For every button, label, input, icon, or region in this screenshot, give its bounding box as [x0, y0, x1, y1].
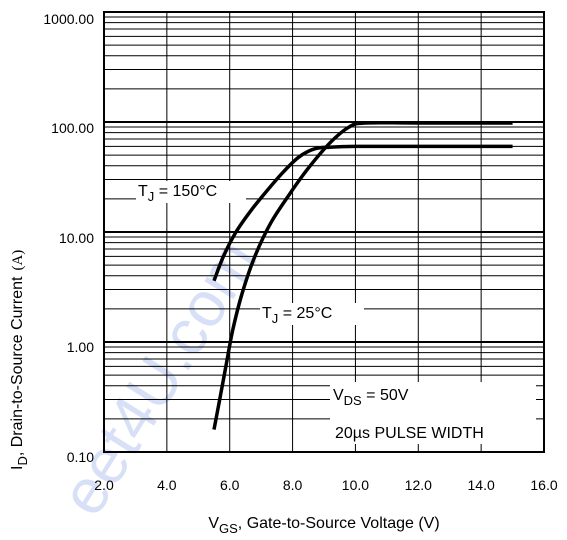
x-tick-label: 6.0 [220, 477, 240, 493]
y-tick-label: 10.00 [59, 230, 94, 246]
vds-annotation: VDS = 50V [333, 387, 409, 408]
y-tick-label: 1000.00 [43, 11, 94, 27]
series-label-rest: = 150°C [154, 183, 217, 200]
x-tick-label: 8.0 [283, 477, 303, 493]
x-tick-label: 16.0 [530, 477, 557, 493]
series-label: TJ = 25°C [262, 305, 332, 326]
y-axis-label-group: ID, Drain-to-Source Current (A) [9, 250, 30, 470]
x-tick-label: 14.0 [468, 477, 495, 493]
y-tick-label: 1.00 [67, 339, 94, 355]
y-tick-label: 100.00 [51, 120, 94, 136]
series-label-bg [136, 181, 246, 203]
annotation-bg [330, 382, 536, 444]
series-label: TJ = 150°C [138, 183, 217, 204]
x-tick-label: 12.0 [405, 477, 432, 493]
y-axis-label-unit: (A) [10, 250, 26, 271]
series-label-main: T [138, 183, 148, 200]
series-label-bg [260, 303, 364, 325]
vds-annotation-sub: DS [344, 393, 362, 408]
y-tick-label: 0.10 [67, 449, 94, 465]
y-axis-label-rest: , Drain-to-Source Current [9, 276, 26, 456]
pulse-width-annotation: 20µs PULSE WIDTH [335, 425, 484, 442]
plot-frame [103, 11, 545, 453]
series-label-sub: J [272, 311, 279, 326]
x-tick-label: 4.0 [157, 477, 177, 493]
series-label-main: T [262, 305, 272, 322]
y-axis-label: ID, Drain-to-Source Current (A) [9, 250, 30, 470]
x-tick-label: 10.0 [342, 477, 369, 493]
vds-annotation-main: V [333, 387, 344, 404]
y-axis-label-main: I [9, 466, 26, 470]
x-axis-label-main: V [208, 515, 219, 532]
x-axis-label: VGS, Gate-to-Source Voltage (V) [208, 515, 439, 536]
series-label-sub: J [148, 189, 155, 204]
series-line-tj-150c [212, 144, 513, 282]
vds-annotation-rest: = 50V [362, 387, 409, 404]
y-axis-label-sub: D [15, 456, 30, 465]
x-axis-label-sub: GS [219, 521, 238, 536]
x-axis-label-rest: , Gate-to-Source Voltage (V) [238, 515, 440, 532]
series-line-tj-25c [212, 120, 513, 430]
series-label-rest: = 25°C [278, 305, 332, 322]
x-tick-label: 2.0 [94, 477, 114, 493]
